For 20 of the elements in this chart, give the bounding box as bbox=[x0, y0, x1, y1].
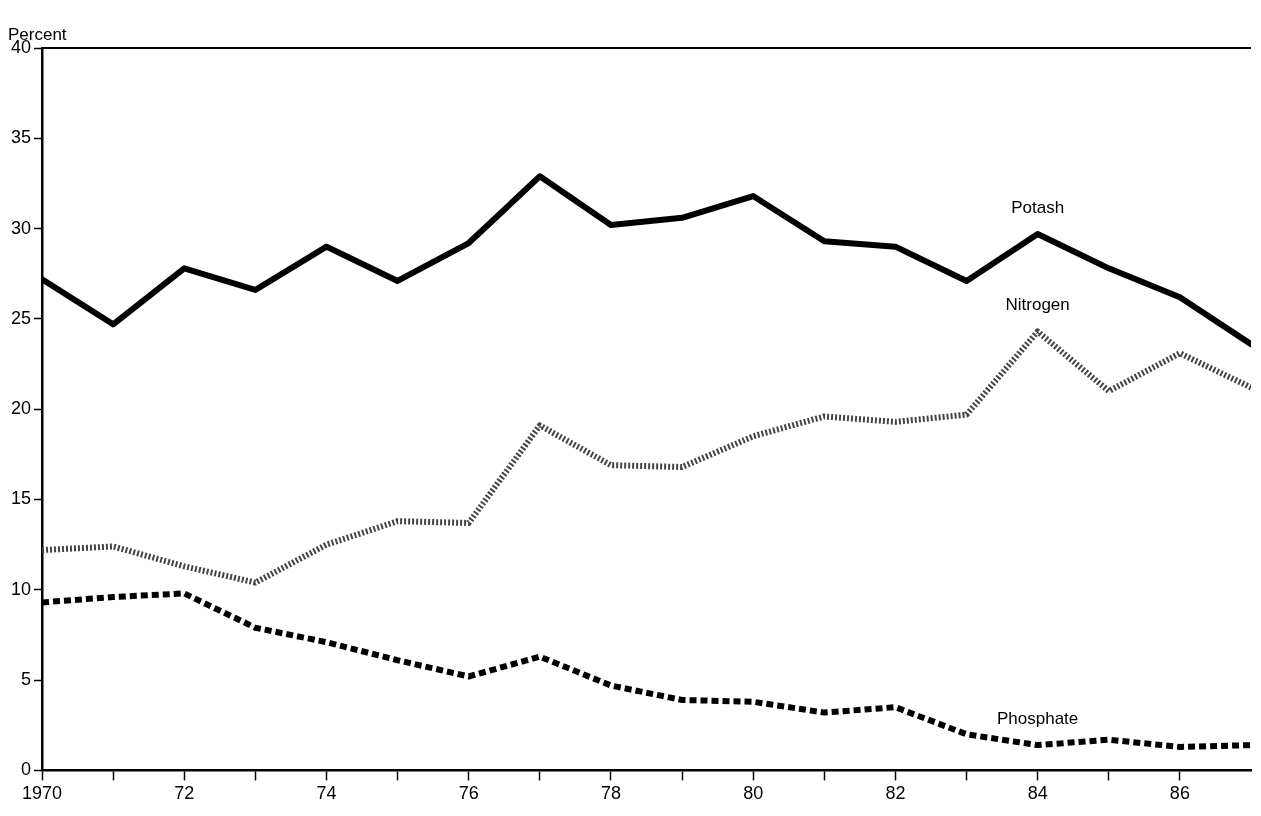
x-tick-label: 1970 bbox=[22, 783, 63, 804]
y-tick-label: 25 bbox=[10, 307, 32, 328]
x-tick-label: 82 bbox=[885, 783, 906, 804]
x-tick-label: 84 bbox=[1027, 783, 1048, 804]
series-label: Nitrogen bbox=[1005, 295, 1070, 315]
x-tick-label: 76 bbox=[458, 783, 479, 804]
y-tick-label: 20 bbox=[10, 398, 32, 419]
y-tick-label: 5 bbox=[21, 669, 32, 690]
x-tick-label: 80 bbox=[743, 783, 764, 804]
x-tick-label: 78 bbox=[600, 783, 621, 804]
y-tick-label: 30 bbox=[10, 217, 32, 238]
x-tick-label: 72 bbox=[174, 783, 195, 804]
y-tick-label: 15 bbox=[10, 488, 32, 509]
y-tick-label: 0 bbox=[21, 759, 32, 780]
series-label: Phosphate bbox=[997, 708, 1079, 728]
x-tick-label: 74 bbox=[316, 783, 337, 804]
x-tick-label: 86 bbox=[1169, 783, 1190, 804]
y-tick-label: 35 bbox=[10, 127, 32, 148]
series-label: Potash bbox=[1011, 197, 1065, 217]
y-tick-label: 10 bbox=[10, 578, 32, 599]
